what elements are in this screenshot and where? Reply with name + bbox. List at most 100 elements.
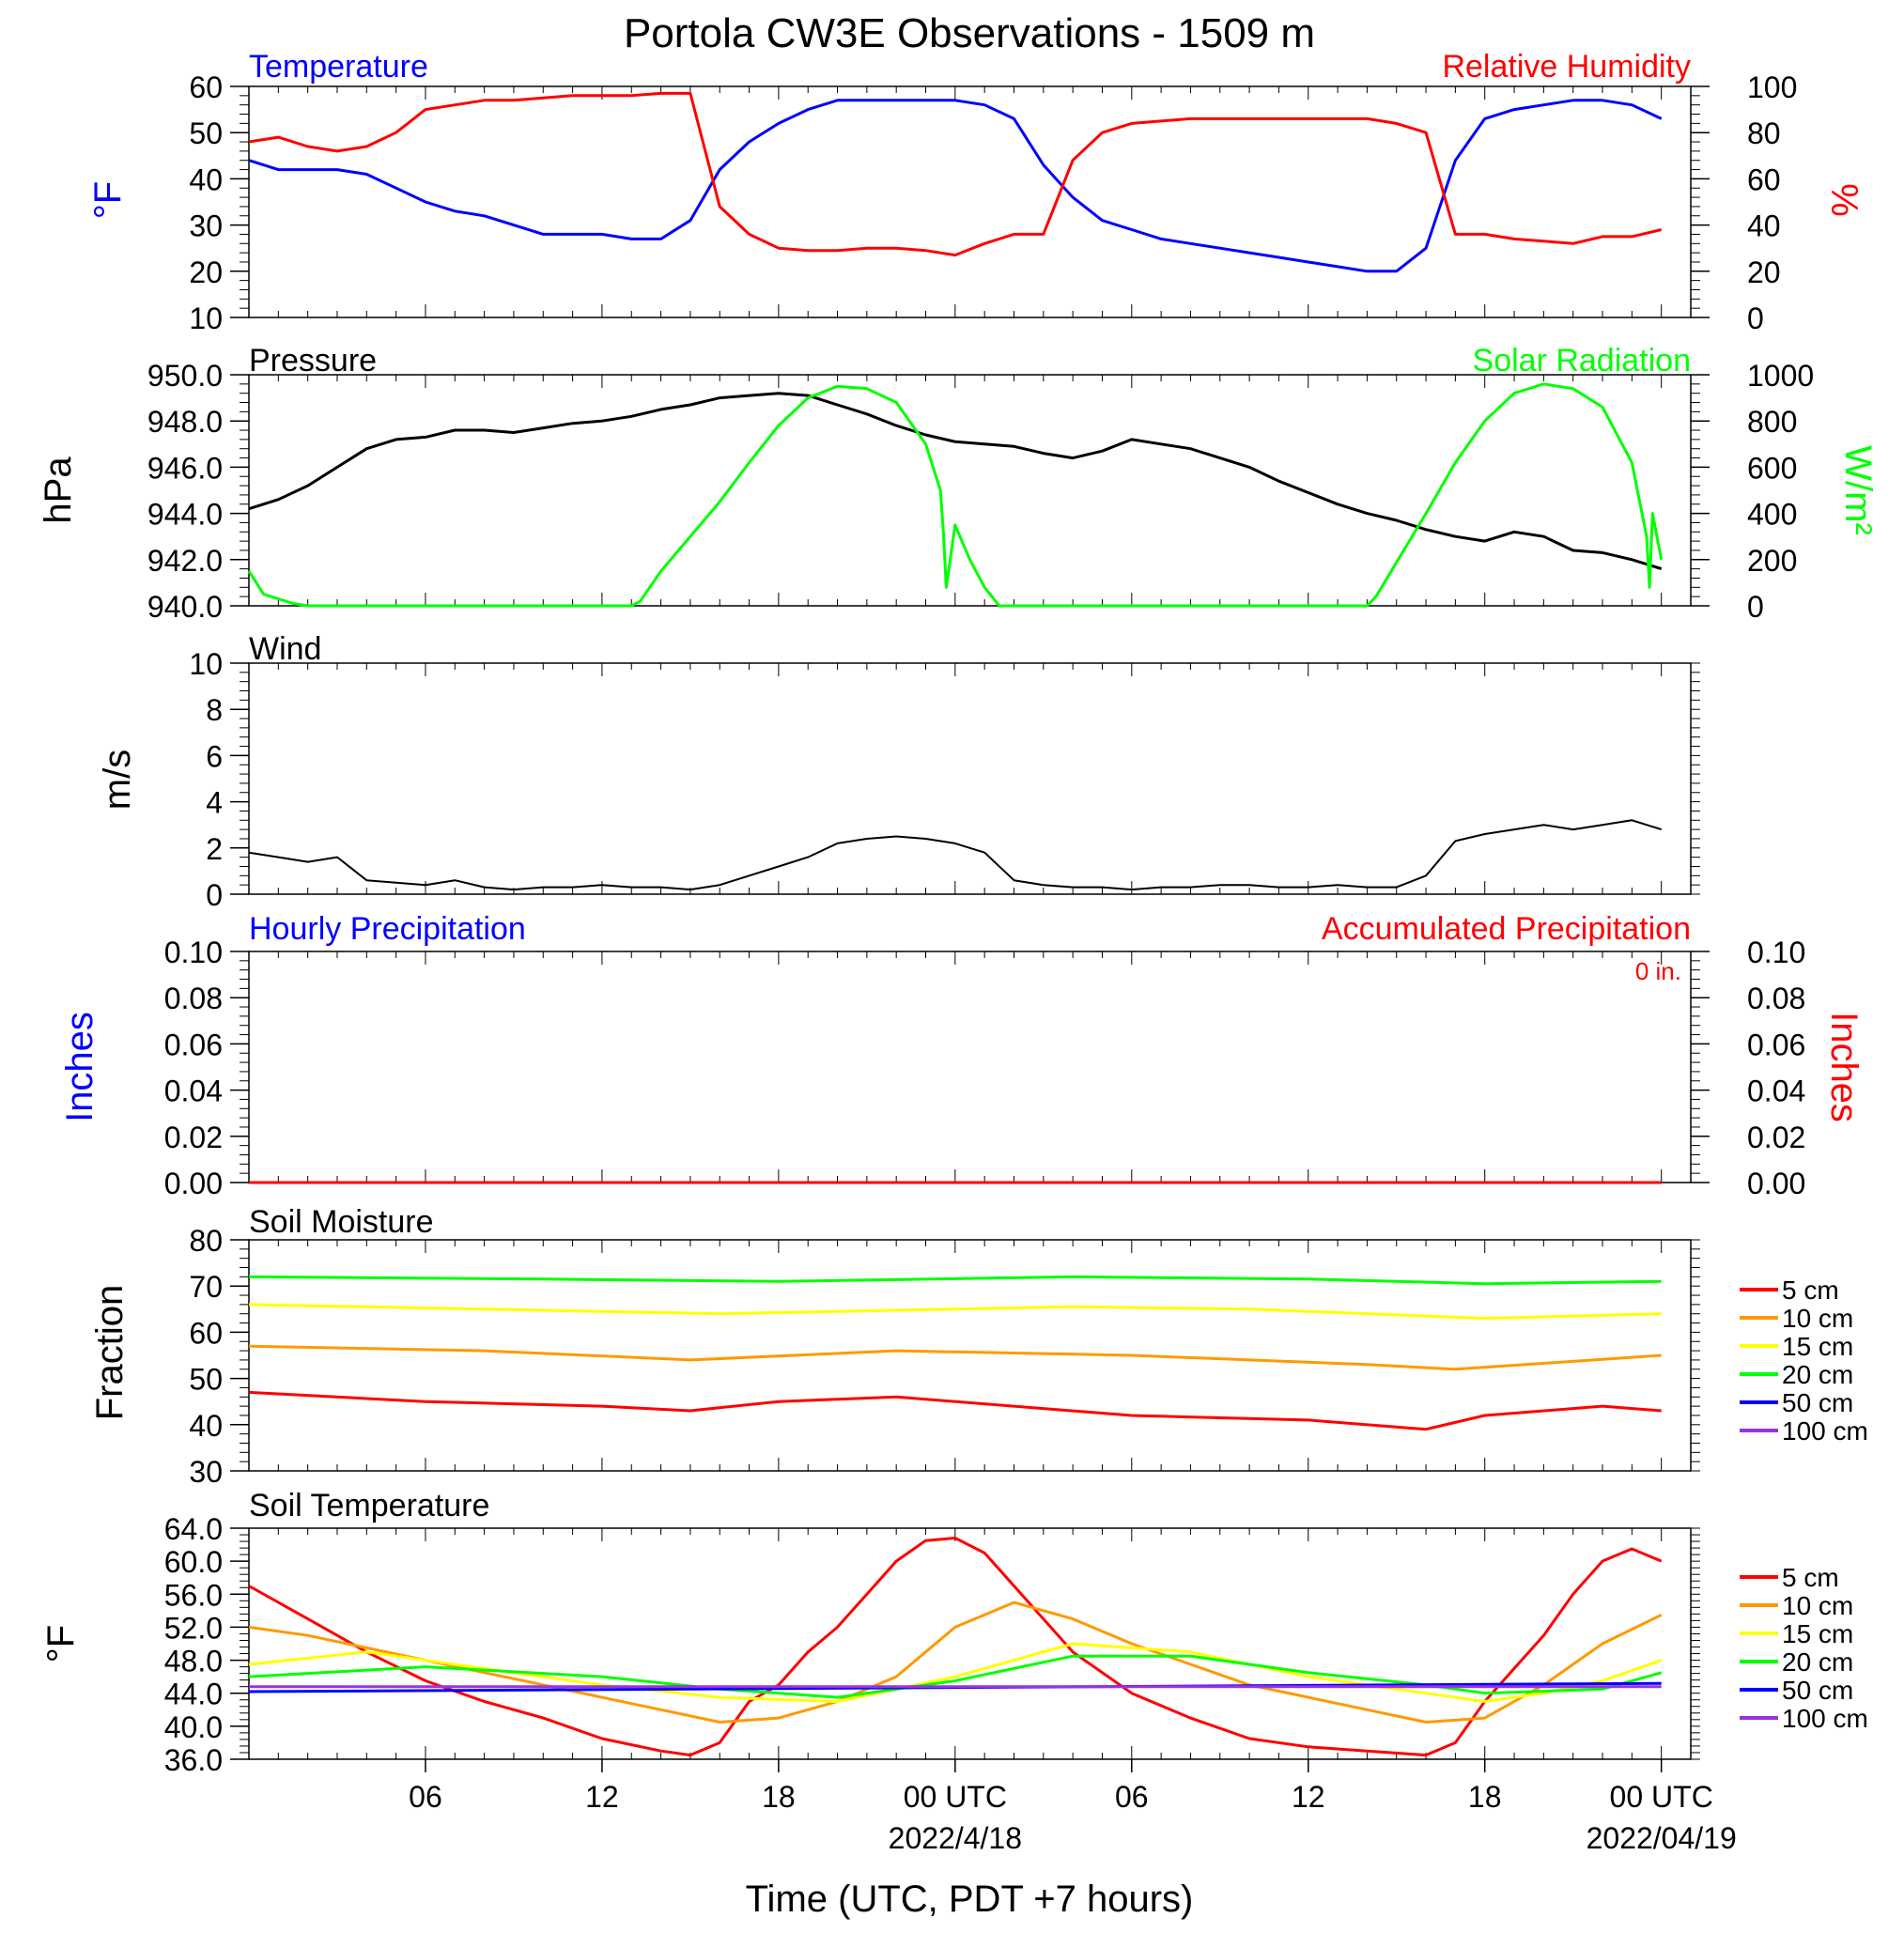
x-axis-label: Time (UTC, PDT +7 hours) <box>746 1879 1194 1920</box>
temp-left-tick-label: 50 <box>189 116 223 150</box>
wind-plot-frame <box>248 662 1692 895</box>
press-right-tick-label: 600 <box>1747 451 1797 485</box>
smoist-left-tick-label: 30 <box>189 1455 223 1489</box>
soil-moisture-legend-label: 5 cm <box>1782 1276 1839 1305</box>
soil-moisture-legend-label: 20 cm <box>1782 1360 1853 1389</box>
series-line-5-cm <box>248 1390 1662 1431</box>
precip-left-tick-label: 0.00 <box>164 1167 223 1200</box>
series-line-temperature <box>248 99 1663 273</box>
precip-right-tick-label: 0.02 <box>1747 1121 1805 1154</box>
soil-moisture-title: Soil Moisture <box>249 1204 434 1240</box>
smoist-left-tick-label: 60 <box>189 1316 223 1350</box>
x-tick-date-label: 2022/4/18 <box>889 1821 1022 1855</box>
precip-right-tick-label: 0.06 <box>1747 1028 1805 1061</box>
temp-left-tick-label: 30 <box>189 209 223 243</box>
x-tick-label: 12 <box>1292 1780 1325 1814</box>
smoist-plot-frame <box>248 1239 1692 1472</box>
soil-moisture-legend-label: 15 cm <box>1782 1332 1853 1361</box>
press-right-tick-label: 0 <box>1747 590 1764 624</box>
temp-left-tick-label: 20 <box>189 255 223 289</box>
x-tick-label: 18 <box>762 1780 796 1814</box>
precip-left-tick-label: 0.08 <box>164 982 223 1015</box>
soil-moisture-legend-label: 10 cm <box>1782 1304 1853 1333</box>
precip-right-unit-label: Inches <box>1823 1012 1865 1122</box>
series-line-20-cm <box>248 1275 1662 1286</box>
temp-right-tick-label: 40 <box>1747 209 1781 243</box>
x-tick-date-label: 2022/04/19 <box>1587 1821 1737 1855</box>
soil-moisture-legend-label: 100 cm <box>1782 1416 1868 1446</box>
press-left-tick-label: 946.0 <box>147 451 223 485</box>
hourly-precip-title: Hourly Precipitation <box>249 911 526 947</box>
relative-humidity-title: Relative Humidity <box>1442 49 1691 85</box>
series-line-10-cm <box>248 1344 1662 1371</box>
press-right-tick-label: 800 <box>1747 405 1797 439</box>
stemp-left-tick-label: 60.0 <box>164 1545 223 1579</box>
stemp-left-tick-label: 48.0 <box>164 1645 223 1678</box>
stemp-left-tick-label: 40.0 <box>164 1710 223 1744</box>
precip-left-tick-label: 0.06 <box>164 1028 223 1061</box>
soil-temperature-legend-label: 10 cm <box>1782 1591 1853 1620</box>
x-tick-label: 12 <box>585 1780 619 1814</box>
smoist-left-tick-label: 50 <box>189 1363 223 1397</box>
soil-temperature-unit-label: °F <box>40 1625 82 1662</box>
smoist-left-tick-label: 40 <box>189 1409 223 1443</box>
x-tick-label: 06 <box>1115 1780 1149 1814</box>
soil-temperature-legend-label: 20 cm <box>1782 1647 1853 1677</box>
x-tick-label: 06 <box>409 1780 442 1814</box>
chart-title: Portola CW3E Observations - 1509 m <box>624 10 1315 56</box>
soil-temperature-legend-label: 50 cm <box>1782 1676 1853 1705</box>
precip-right-tick-label: 0.10 <box>1747 936 1805 969</box>
series-line-solar-radiation <box>247 382 1664 608</box>
series-line-20-cm <box>248 1654 1663 1699</box>
press-left-tick-label: 944.0 <box>147 498 223 532</box>
wind-left-tick-label: 2 <box>206 832 223 866</box>
series-line-10-cm <box>248 1601 1663 1724</box>
press-left-tick-label: 942.0 <box>147 544 223 578</box>
press-left-tick-label: 950.0 <box>147 359 223 393</box>
stemp-left-tick-label: 44.0 <box>164 1678 223 1711</box>
series-line-5-cm <box>248 1537 1663 1757</box>
stemp-left-tick-label: 64.0 <box>164 1512 223 1546</box>
temp-plot-frame <box>248 85 1692 318</box>
precip-left-tick-label: 0.04 <box>164 1075 223 1108</box>
stemp-plot-frame <box>248 1527 1692 1760</box>
wind-left-tick-label: 10 <box>189 647 223 681</box>
stemp-left-tick-label: 56.0 <box>164 1578 223 1612</box>
temperature-title: Temperature <box>249 49 428 85</box>
series-line-pressure <box>248 392 1663 571</box>
wind-left-tick-label: 4 <box>206 786 223 820</box>
press-right-tick-label: 1000 <box>1747 359 1814 393</box>
precip-left-tick-label: 0.10 <box>164 936 223 969</box>
stemp-left-tick-label: 36.0 <box>164 1743 223 1777</box>
temp-left-tick-label: 10 <box>189 302 223 335</box>
series-line-15-cm <box>248 1642 1663 1703</box>
soil-temperature-legend-label: 100 cm <box>1782 1704 1868 1733</box>
press-left-tick-label: 940.0 <box>147 590 223 624</box>
temp-left-tick-label: 60 <box>189 70 223 104</box>
precip-right-tick-label: 0.04 <box>1747 1075 1805 1108</box>
temp-right-tick-label: 20 <box>1747 255 1781 289</box>
solar-unit-label: W/m² <box>1837 445 1879 535</box>
temp-right-tick-label: 100 <box>1747 70 1797 104</box>
soil-temperature-title: Soil Temperature <box>249 1488 489 1523</box>
solar-radiation-title: Solar Radiation <box>1473 343 1691 379</box>
series-line-15-cm <box>248 1303 1662 1321</box>
smoist-left-tick-label: 80 <box>189 1224 223 1258</box>
wind-title: Wind <box>249 631 321 667</box>
x-tick-label: 00 UTC <box>1610 1780 1713 1814</box>
precip-left-unit-label: Inches <box>59 1012 101 1122</box>
series-line-relative-humidity <box>248 91 1663 257</box>
pressure-unit-label: hPa <box>38 456 79 524</box>
pressure-title: Pressure <box>249 343 377 379</box>
temp-right-tick-label: 0 <box>1747 302 1764 335</box>
soil-temperature-legend-label: 5 cm <box>1782 1563 1839 1592</box>
wind-unit-label: m/s <box>97 750 138 810</box>
press-right-tick-label: 400 <box>1747 498 1797 532</box>
stemp-left-tick-label: 52.0 <box>164 1611 223 1645</box>
wind-left-tick-label: 0 <box>206 878 223 912</box>
accum-precip-title: Accumulated Precipitation <box>1322 911 1691 947</box>
wind-left-tick-label: 6 <box>206 739 223 773</box>
temp-right-tick-label: 60 <box>1747 162 1781 196</box>
wind-left-tick-label: 8 <box>206 693 223 727</box>
